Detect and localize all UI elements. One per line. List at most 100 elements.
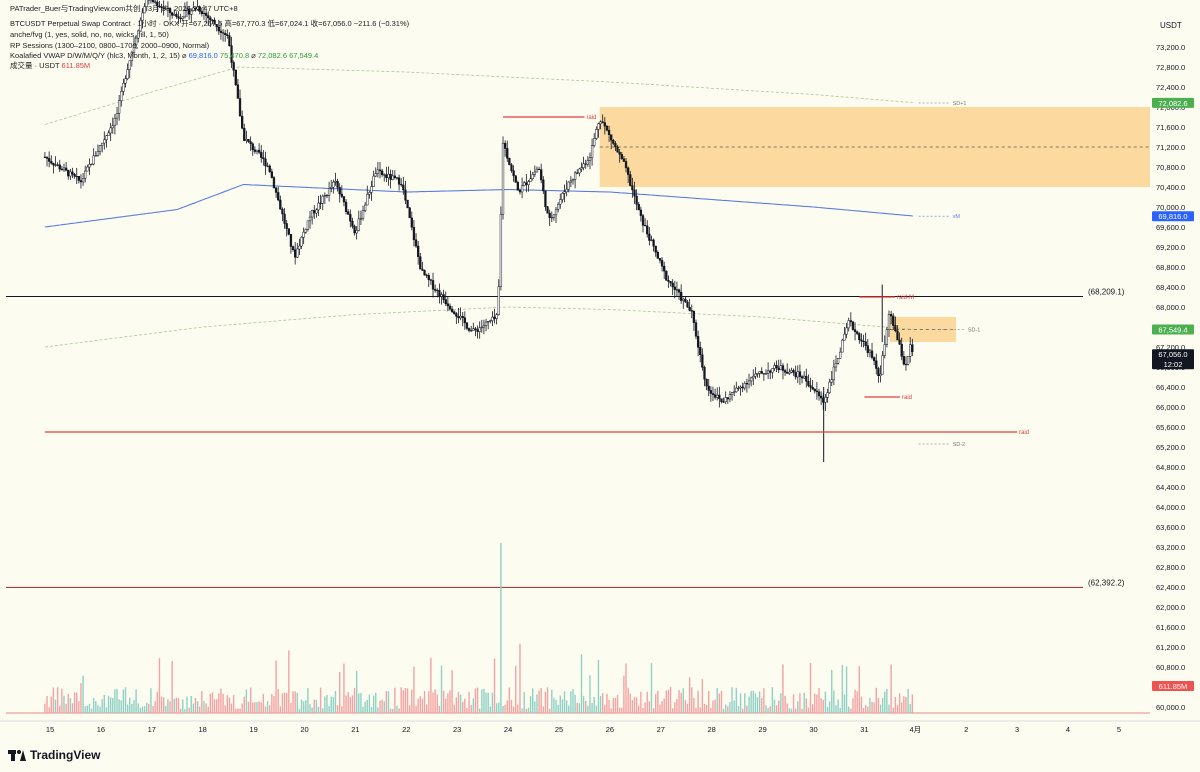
volume-bar — [708, 690, 710, 713]
candle-body — [179, 17, 182, 20]
volume-bar — [565, 700, 568, 713]
candle-body — [580, 167, 583, 170]
volume-bar — [612, 698, 614, 713]
candle-body — [688, 306, 691, 311]
candle-body — [448, 305, 452, 310]
volume-bar — [404, 688, 407, 713]
volume-bar — [430, 657, 432, 713]
candle-body — [391, 175, 394, 180]
volume-bar — [88, 703, 91, 713]
candle-body — [754, 373, 757, 377]
candle-body — [194, 7, 197, 10]
candle-body — [858, 333, 861, 341]
volume-bar — [290, 702, 292, 713]
volume-bar — [307, 688, 309, 713]
candle-body — [711, 393, 715, 395]
volume-bar — [381, 699, 383, 713]
volume-bar — [48, 707, 50, 713]
candle-body — [251, 143, 254, 151]
candle-body — [499, 213, 503, 287]
candle-body — [406, 199, 409, 209]
candle-body — [408, 207, 411, 219]
volume-bar — [519, 643, 521, 713]
volume-bar — [780, 693, 782, 713]
candle-body — [699, 347, 702, 356]
volume-bar — [417, 698, 419, 713]
volume-bar — [313, 699, 315, 713]
time-axis[interactable]: 15 16 17 18 19 20 21 22 23 24 25 26 27 28 29 30 31 4月 2 3 4 5 — [0, 720, 1200, 734]
candle-body — [648, 233, 651, 241]
volume-bar — [746, 705, 748, 713]
time-tick: 20 — [300, 725, 308, 734]
time-tick: 4 — [1066, 725, 1070, 734]
candle-body — [175, 14, 178, 17]
candle-body — [366, 194, 369, 206]
candle-body — [397, 177, 401, 185]
currency-label[interactable]: USDT — [1160, 21, 1182, 30]
candle-body — [154, 1, 157, 3]
candle-body — [368, 192, 371, 195]
indicator-fvg[interactable]: anche/fvg (1, yes, solid, no, no, wicks,… — [10, 30, 169, 39]
symbol-ohlc[interactable]: BTCUSDT Perpetual Swap Contract · 1小时 · … — [10, 19, 410, 28]
volume-bar — [319, 687, 322, 713]
candle-body — [101, 142, 104, 146]
volume-bar — [133, 700, 135, 713]
volume-bar — [860, 696, 863, 713]
tradingview-logo[interactable]: TradingView — [8, 748, 100, 762]
volume-bar — [80, 682, 82, 713]
candle-body — [775, 365, 778, 369]
indicator-vwap[interactable]: Koalafied VWAP D/W/M/Q/Y (hlc3, Month, 1… — [10, 51, 318, 61]
volume-bar — [258, 701, 260, 713]
volume-bar — [73, 692, 76, 713]
candle-body — [370, 186, 373, 193]
candle-body — [134, 37, 138, 46]
indicator-volume[interactable]: 成交量 · USDT 611.85M — [10, 61, 90, 71]
volume-bar — [841, 664, 844, 713]
candle-body — [417, 245, 420, 258]
candle-body — [268, 165, 271, 172]
volume-bar — [633, 696, 636, 713]
volume-bar — [120, 700, 122, 713]
volume-bar — [201, 691, 203, 713]
horizontal-levels: (68,209.1) (62,392.2) — [6, 288, 1150, 714]
candle-body — [739, 386, 742, 389]
candle-body — [766, 370, 770, 374]
volume-bar — [498, 702, 500, 713]
volume-bar — [788, 708, 791, 713]
volume-bar — [540, 687, 542, 713]
candle-body — [677, 289, 681, 293]
candle-body — [815, 390, 819, 393]
candle-body — [353, 226, 356, 234]
candle-body — [92, 155, 95, 165]
volume-bar — [453, 704, 455, 713]
candle-body — [425, 274, 428, 276]
candle-body — [107, 132, 110, 136]
candle-body — [747, 380, 751, 385]
volume-bar — [56, 687, 59, 713]
volume-bar — [162, 697, 165, 713]
volume-bar — [131, 703, 133, 713]
volume-bar — [203, 701, 205, 713]
indicator-sessions[interactable]: RP Sessions (1300–2100, 0800–1700, 2000–… — [10, 41, 210, 50]
volume-bar — [322, 708, 324, 713]
candle-body — [741, 386, 744, 389]
candle-body — [442, 294, 445, 300]
candle-body — [508, 157, 511, 166]
candle-body — [588, 157, 592, 161]
candle-body — [881, 355, 884, 375]
candle-body — [622, 158, 626, 162]
candle-body — [190, 10, 193, 15]
candle-body — [830, 379, 833, 383]
volume-bar — [230, 703, 233, 713]
volume-bar — [292, 691, 294, 713]
candle-body — [845, 327, 848, 335]
price-label-text: 611.85M — [1159, 682, 1188, 691]
candle-body — [410, 217, 413, 228]
volume-bar — [188, 707, 190, 713]
volume-bar — [71, 703, 74, 713]
volume-bar — [101, 699, 103, 713]
volume-bar — [546, 687, 549, 713]
volume-bar — [184, 708, 186, 713]
volume-bar — [729, 701, 731, 713]
